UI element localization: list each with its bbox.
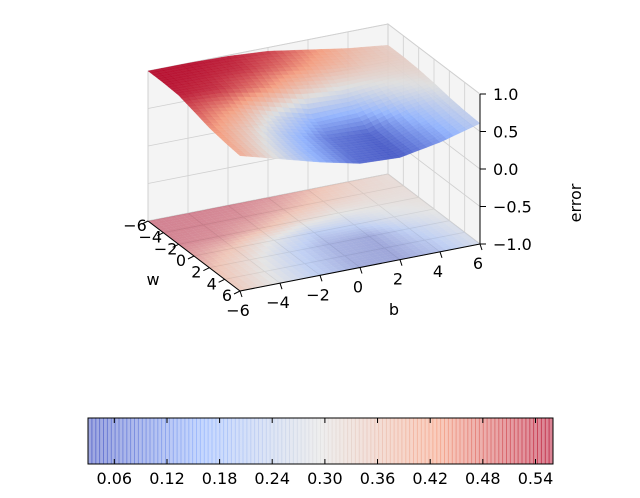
z-axis-label: error [566,183,585,222]
colorbar-tick-label: 0.30 [307,469,343,488]
y-axis-label: b [389,300,399,319]
y-tick-label: 2 [393,270,403,289]
colorbar-tick-label: 0.18 [202,469,238,488]
y-tick-label: −4 [266,293,290,312]
z-tick-label: 1.0 [493,85,518,104]
contour-projection [148,174,480,291]
colorbar: 0.06 0.12 0.18 0.24 0.30 0.36 0.42 0.48 0.54 [87,417,554,488]
x-tick-label: −4 [139,228,163,247]
colorbar-tick-label: 0.54 [518,469,554,488]
x-axis-label: w [146,270,159,289]
colorbar-tick-label: 0.06 [96,469,132,488]
colorbar-tick-label: 0.24 [254,469,290,488]
y-tick-label: 6 [473,254,483,273]
x-tick-label: 0 [176,251,186,270]
z-tick-label: −0.5 [493,198,532,217]
colorbar-tick-label: 0.48 [465,469,501,488]
y-tick-label: 4 [433,262,443,281]
x-tick-label: −6 [123,216,147,235]
x-tick-label: −2 [154,239,178,258]
z-tick-label: −1.0 [493,235,532,254]
x-tick-label: 2 [191,263,201,282]
colorbar-bands [88,418,550,464]
colorbar-tick-label: 0.12 [149,469,185,488]
colorbar-tick-label: 0.36 [360,469,396,488]
y-tick-label: −6 [226,301,250,320]
y-tick-label: 0 [353,278,363,297]
y-tick-label: −2 [306,285,330,304]
colorbar-ticks: 0.06 0.12 0.18 0.24 0.30 0.36 0.42 0.48 0.54 [96,418,553,488]
z-tick-label: 0.0 [493,160,518,179]
axis-ticks [141,93,486,298]
colorbar-frame [87,417,554,465]
z-tick-label: 0.5 [493,123,518,142]
x-tick-label: 4 [207,274,217,293]
colorbar-tick-label: 0.42 [412,469,448,488]
x-tick-label: 6 [222,286,232,305]
error-surface [147,45,481,164]
